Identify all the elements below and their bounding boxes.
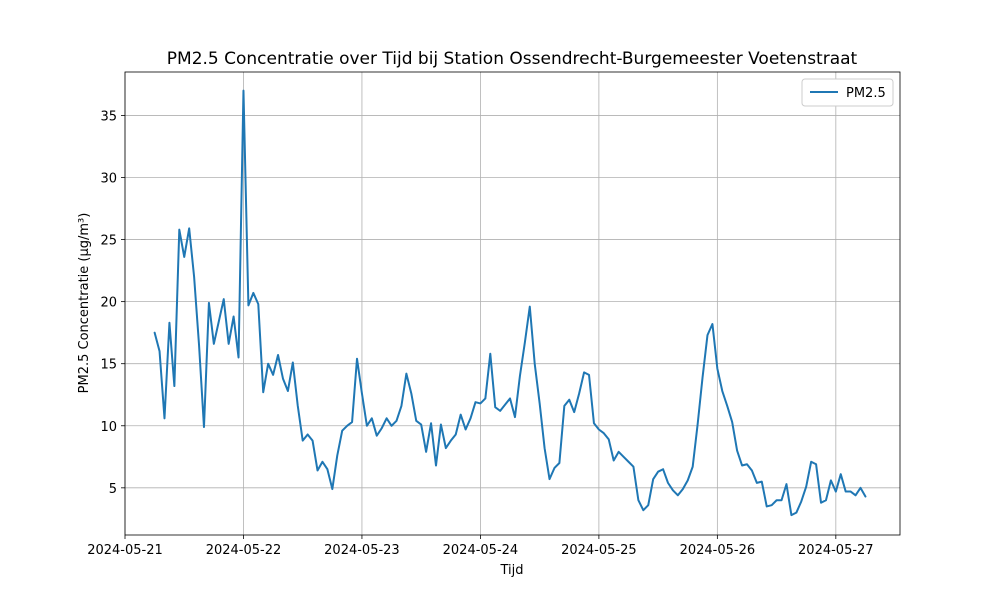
- y-tick-label: 30: [100, 172, 117, 187]
- x-axis-label: Tijd: [499, 563, 523, 578]
- legend: PM2.5: [801, 78, 894, 107]
- x-tick-label: 2024-05-21: [87, 543, 163, 558]
- y-tick-label: 20: [100, 296, 117, 311]
- x-tick-label: 2024-05-27: [798, 543, 874, 558]
- x-tick-label: 2024-05-23: [324, 543, 400, 558]
- x-tick-label: 2024-05-26: [680, 543, 756, 558]
- legend-box: [801, 78, 894, 107]
- y-tick-label: 5: [109, 482, 117, 497]
- x-tick-label: 2024-05-22: [206, 543, 282, 558]
- y-tick-label: 25: [100, 234, 117, 249]
- y-tick-label: 10: [100, 420, 117, 435]
- series-line-pm25: [153, 89, 867, 517]
- grid-lines: [124, 72, 900, 535]
- plot-frame: [124, 71, 901, 536]
- y-tick-label: 35: [100, 109, 117, 124]
- x-tick-label: 2024-05-24: [443, 543, 519, 558]
- chart-title: PM2.5 Concentratie over Tijd bij Station…: [167, 49, 858, 69]
- legend-label: PM2.5: [846, 86, 886, 101]
- x-axis-ticks: 2024-05-21 2024-05-22 2024-05-23 2024-05-24…: [87, 535, 874, 558]
- y-axis-label: PM2.5 Concentratie (µg/m³): [77, 213, 92, 394]
- series-lines: [153, 89, 867, 517]
- y-tick-label: 15: [100, 358, 117, 373]
- y-axis-ticks: 5 10 15 20 25 30 35: [100, 109, 125, 497]
- x-tick-label: 2024-05-25: [561, 543, 637, 558]
